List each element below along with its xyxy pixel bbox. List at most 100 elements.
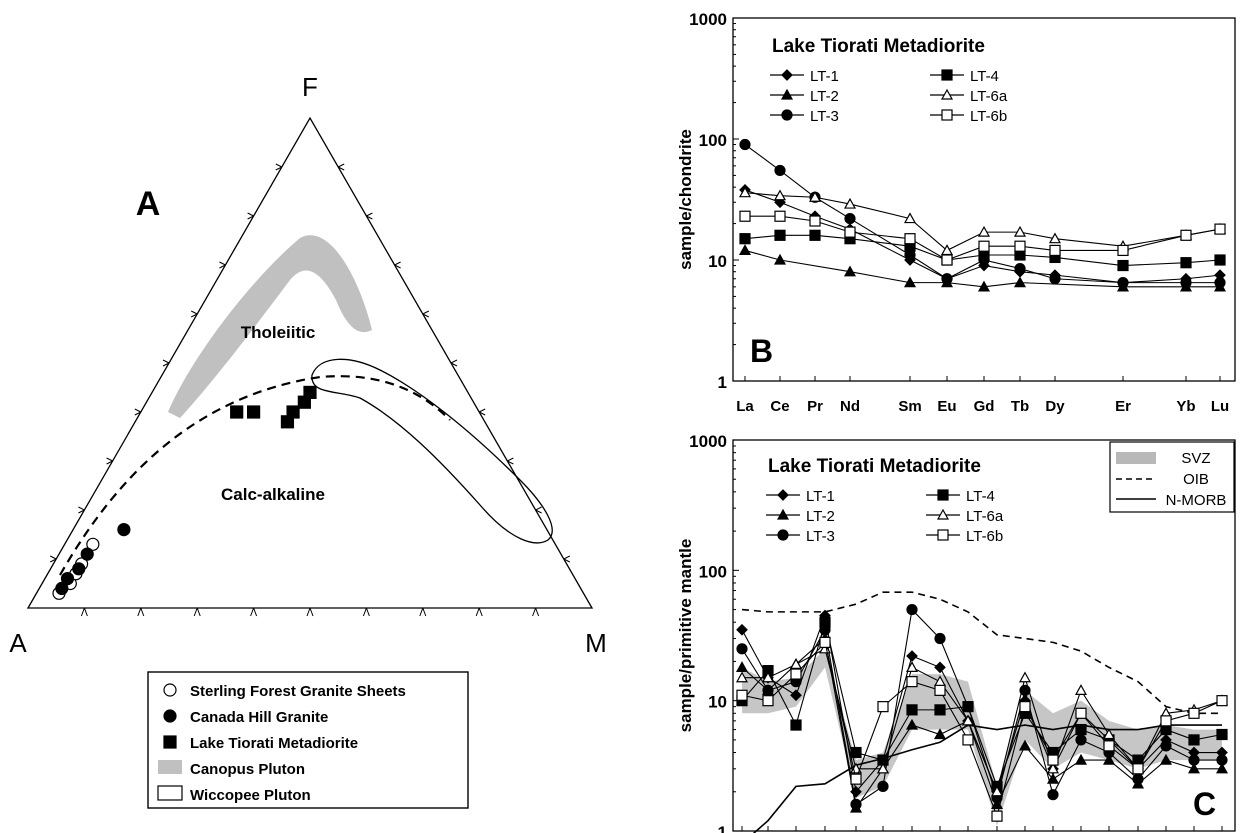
right-edge-tick <box>478 408 486 416</box>
legend-label: Wiccopee Pluton <box>190 787 311 804</box>
data-point-lt-4 <box>934 704 946 716</box>
y-axis-label: sample/primitive mantle <box>676 539 695 733</box>
x-tick-label: Dy <box>1045 398 1065 415</box>
bottom-edge-tick <box>137 607 145 617</box>
data-point-lt-4 <box>739 233 751 245</box>
y-tick-label: 1 <box>718 823 727 833</box>
series-line-lt-1 <box>744 189 1221 284</box>
data-point-lt-6a <box>761 671 775 683</box>
panel-a-legend: Sterling Forest Granite Sheets Canada Hil… <box>147 671 469 809</box>
data-point-lt-3 <box>1047 789 1059 801</box>
right-edge-tick <box>450 359 458 367</box>
chart-title: Lake Tiorati Metadiorite <box>772 36 985 57</box>
data-point-lt-6b <box>1216 695 1228 707</box>
bottom-edge-tick <box>250 607 258 617</box>
data-point-lt-6b <box>1049 244 1061 257</box>
data-point-lt-6b <box>739 210 751 222</box>
x-tick-label: Yb <box>1176 398 1195 415</box>
data-point-lt-6a <box>735 671 749 683</box>
legend-marker-lt-6a <box>940 88 954 100</box>
data-point-lt-4 <box>1117 259 1129 272</box>
x-tick-label: Lu <box>1211 398 1229 415</box>
x-tick-label: Eu <box>937 398 956 415</box>
data-point-lt-6a <box>1074 684 1088 695</box>
sterling-forest-point <box>86 537 100 551</box>
left-edge-tick <box>49 555 57 563</box>
data-point-lt-2 <box>905 718 919 730</box>
right-edge-tick <box>366 212 373 220</box>
data-point-lt-3 <box>1214 277 1226 289</box>
data-point-lt-6b <box>1019 701 1031 713</box>
data-point-lt-4 <box>850 746 862 759</box>
legend-swatch-wiccopee <box>157 785 183 801</box>
canopus-pluton-field <box>168 235 372 418</box>
data-point-lt-3 <box>934 632 946 645</box>
legend-label: LT-3 <box>806 528 835 545</box>
data-point-lt-6b <box>991 810 1003 822</box>
plot-frame <box>732 439 1236 832</box>
data-point-lt-3 <box>736 643 748 655</box>
legend-label: LT-4 <box>970 68 999 85</box>
data-point-lt-2 <box>738 244 752 256</box>
data-point-lt-6b <box>790 668 802 680</box>
data-point-lt-3 <box>762 684 774 696</box>
chart-title: Lake Tiorati Metadiorite <box>768 456 981 477</box>
y-tick-label: 1000 <box>689 432 727 451</box>
data-point-lt-6b <box>1188 707 1200 719</box>
data-point-lt-4 <box>1188 734 1200 746</box>
legend-marker-lt-2 <box>776 508 790 520</box>
x-tick-label: Pr <box>807 398 823 415</box>
data-point-lt-2 <box>1159 753 1173 765</box>
bottom-edge-tick <box>475 607 483 617</box>
data-point-lt-6a <box>977 225 991 237</box>
canada-hill-point <box>72 562 86 576</box>
legend-marker-filled-circle <box>163 709 177 723</box>
y-tick-label: 100 <box>699 562 727 581</box>
wiccopee-pluton-field <box>311 358 553 544</box>
data-point-lt-6b <box>1180 229 1192 241</box>
data-point-lt-6b <box>1075 707 1087 719</box>
data-point-lt-4 <box>1216 728 1228 741</box>
panel-a-ternary: F A M A Tholeiitic Calc-alkaline Sterling Fore… <box>9 72 607 809</box>
data-point-lt-3 <box>941 273 953 285</box>
lake-tiorati-point <box>286 405 300 419</box>
data-point-lt-6b <box>1014 240 1026 252</box>
legend-label: Canopus Pluton <box>190 761 305 778</box>
legend-label: Lake Tiorati Metadiorite <box>190 735 358 752</box>
data-point-lt-6a <box>789 658 803 669</box>
data-point-lt-6b <box>819 636 831 648</box>
data-point-lt-2 <box>1013 276 1027 288</box>
data-point-lt-6b <box>962 734 974 746</box>
data-point-lt-2 <box>903 276 917 288</box>
data-point-lt-6a <box>843 197 857 209</box>
data-point-lt-6b <box>809 215 821 227</box>
legend-marker-lt-2 <box>780 88 794 100</box>
bottom-edge-tick <box>419 607 427 617</box>
data-point-lt-2 <box>1018 739 1032 751</box>
data-point-lt-6a <box>961 714 975 726</box>
data-point-lt-2 <box>1074 753 1088 765</box>
legend-marker-lt-3 <box>777 529 789 541</box>
bottom-edge-tick <box>193 607 201 617</box>
data-point-lt-3 <box>1014 262 1026 275</box>
legend-label: LT-2 <box>806 508 835 525</box>
legend-marker-filled-square <box>163 735 177 749</box>
right-edge-tick <box>394 261 401 269</box>
legend-marker-lt-6a <box>936 508 950 520</box>
data-point-lt-6a <box>738 186 752 198</box>
svz-field <box>742 648 1222 826</box>
left-edge-tick <box>219 261 226 269</box>
legend-marker-lt-1 <box>777 489 789 501</box>
data-point-lt-6b <box>934 684 946 696</box>
data-point-lt-2 <box>1215 762 1229 774</box>
data-point-lt-6a <box>1013 225 1027 237</box>
data-point-lt-6a <box>1018 671 1032 683</box>
data-point-lt-6a <box>876 762 890 774</box>
data-point-lt-6b <box>1117 244 1129 257</box>
reference-legend: SVZ OIB N-MORB <box>1109 441 1235 513</box>
legend-marker-lt-3 <box>781 109 793 121</box>
data-point-lt-3 <box>1188 754 1200 766</box>
legend-swatch-svz <box>1116 452 1156 464</box>
canada-hill-point <box>60 571 75 586</box>
legend-marker-lt-4 <box>941 69 953 81</box>
